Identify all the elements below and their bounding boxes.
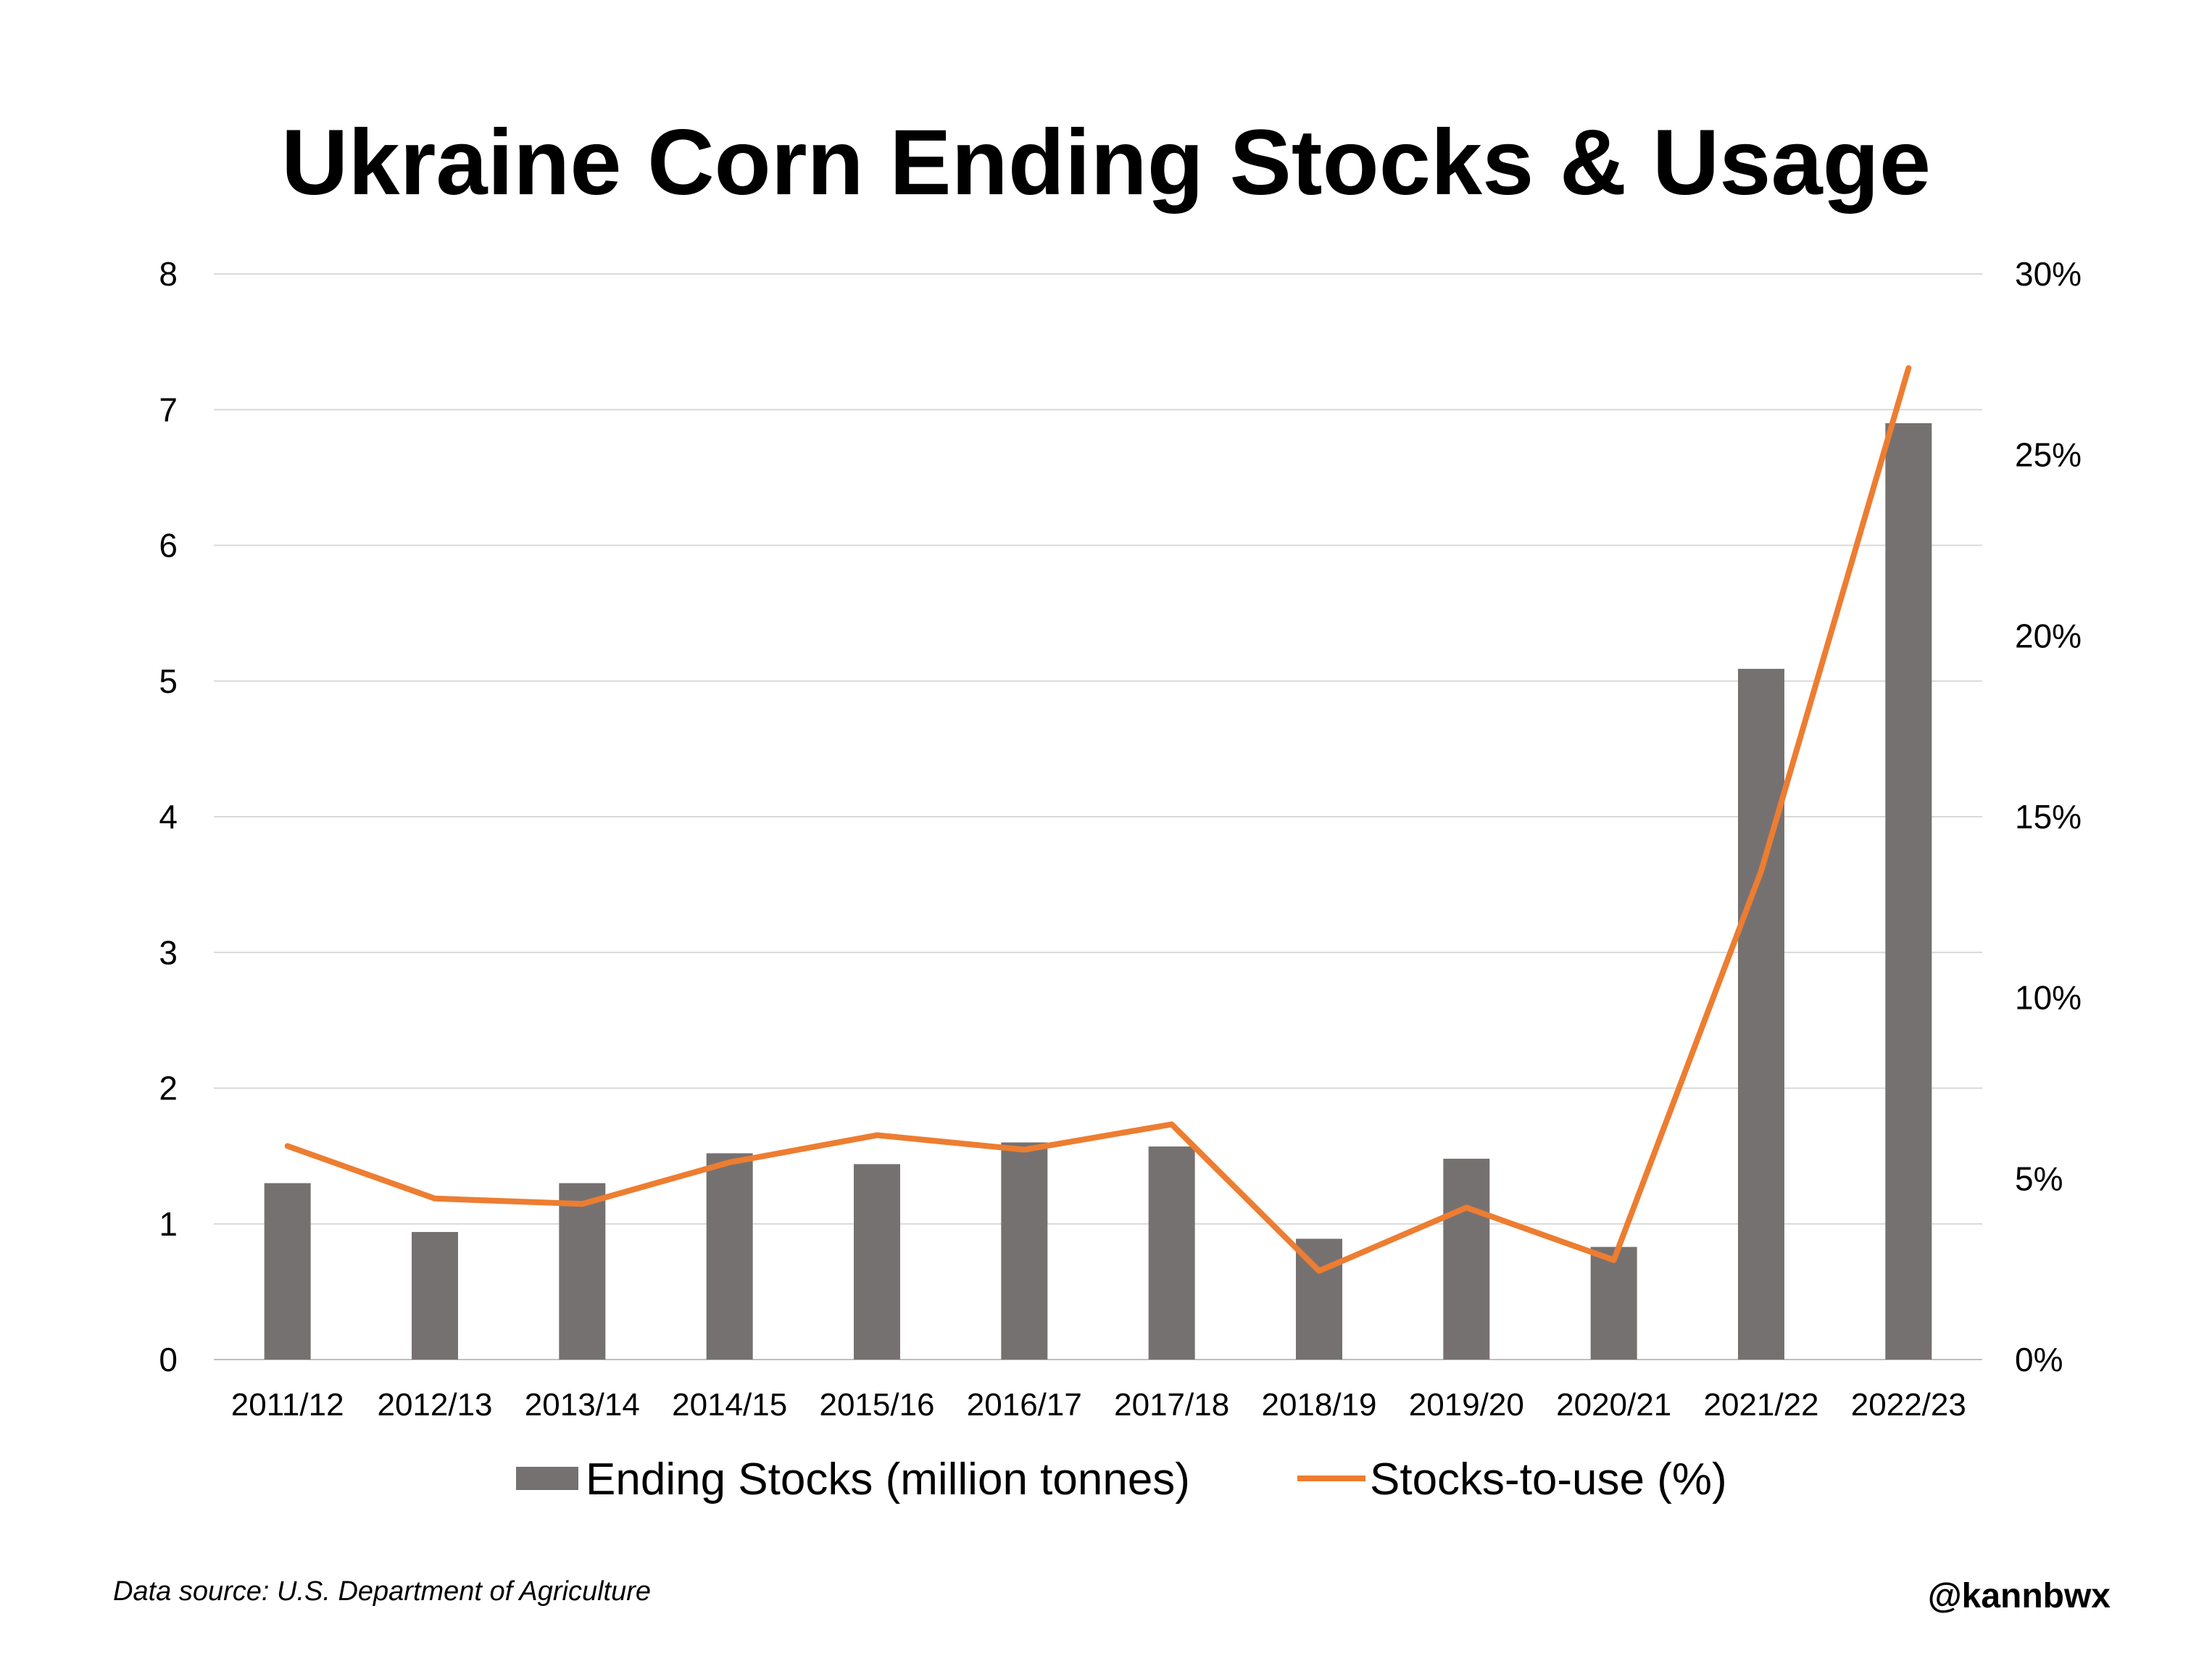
x-tick-label: 2019/20	[1409, 1387, 1524, 1423]
x-tick-label: 2020/21	[1556, 1387, 1671, 1423]
y-left-tick-label: 2	[159, 1070, 178, 1107]
bar	[264, 1183, 311, 1360]
bar	[854, 1164, 900, 1360]
bar	[1590, 1246, 1637, 1360]
y-left-tick-label: 4	[159, 798, 178, 836]
x-tick-label: 2021/22	[1703, 1387, 1818, 1423]
y-left-tick-label: 8	[159, 255, 178, 293]
y-left-tick-label: 3	[159, 933, 178, 971]
y-right-tick-label: 0%	[2015, 1341, 2063, 1378]
y-right-tick-label: 5%	[2015, 1160, 2063, 1197]
x-tick-label: 2014/15	[672, 1387, 787, 1423]
y-left-tick-label: 6	[159, 527, 178, 565]
bar	[1443, 1158, 1490, 1360]
x-tick-label: 2022/23	[1851, 1387, 1966, 1423]
y-right-tick-label: 15%	[2015, 798, 2082, 836]
bar	[412, 1231, 458, 1360]
y-right-tick-label: 30%	[2015, 255, 2082, 293]
x-tick-label: 2016/17	[967, 1387, 1082, 1423]
bar	[1885, 423, 1932, 1360]
y-right-tick-label: 20%	[2015, 617, 2082, 654]
x-tick-label: 2017/18	[1114, 1387, 1229, 1423]
y-left-tick-label: 7	[159, 391, 178, 428]
y-left-tick-label: 1	[159, 1205, 178, 1243]
bar	[706, 1153, 753, 1360]
legend: Ending Stocks (million tonnes) Stocks-to…	[516, 1454, 1727, 1504]
line-point	[1907, 366, 1910, 370]
line-point	[1318, 1269, 1321, 1273]
line-point	[876, 1133, 878, 1137]
y-left-tick-label: 0	[159, 1341, 178, 1378]
legend-label-stocks-to-use: Stocks-to-use (%)	[1370, 1454, 1727, 1504]
gridlines	[214, 273, 1982, 1360]
y-axis-right: 0% 5% 10% 15% 20% 25% 30%	[2015, 255, 2082, 1378]
y-right-tick-label: 10%	[2015, 979, 2082, 1017]
bar	[1001, 1142, 1048, 1360]
x-tick-label: 2013/14	[525, 1387, 640, 1423]
chart-title: Ukraine Corn Ending Stocks & Usage	[281, 111, 1931, 215]
line-point	[581, 1202, 584, 1206]
line-point	[1023, 1148, 1026, 1152]
x-tick-label: 2018/19	[1261, 1387, 1376, 1423]
data-source-note: Data source: U.S. Department of Agricult…	[113, 1576, 651, 1607]
line-series	[284, 365, 1912, 1274]
bar-series	[264, 423, 1932, 1360]
legend-label-ending-stocks: Ending Stocks (million tonnes)	[586, 1454, 1190, 1504]
author-handle: @kannbwx	[1928, 1577, 2111, 1615]
line-point	[433, 1196, 436, 1200]
line-point	[1465, 1206, 1468, 1210]
y-right-tick-label: 25%	[2015, 436, 2082, 474]
y-axis-left: 0 1 2 3 4 5 6 7 8	[159, 255, 178, 1378]
x-tick-label: 2011/12	[231, 1387, 344, 1423]
x-axis: 2011/12 2012/13 2013/14 2014/15 2015/16 2016/…	[231, 1387, 1966, 1423]
line-point	[1170, 1123, 1173, 1126]
bar	[559, 1183, 606, 1360]
legend-swatch-ending-stocks	[516, 1467, 578, 1490]
line-point	[728, 1160, 731, 1164]
x-tick-label: 2015/16	[819, 1387, 934, 1423]
stocks-to-use-line	[284, 365, 1912, 1274]
bar	[1148, 1146, 1195, 1360]
line-point	[286, 1144, 289, 1148]
line-point	[1760, 869, 1763, 873]
bar	[1738, 668, 1784, 1360]
line-point	[1612, 1258, 1616, 1262]
y-left-tick-label: 5	[159, 662, 178, 700]
x-tick-label: 2012/13	[377, 1387, 492, 1423]
